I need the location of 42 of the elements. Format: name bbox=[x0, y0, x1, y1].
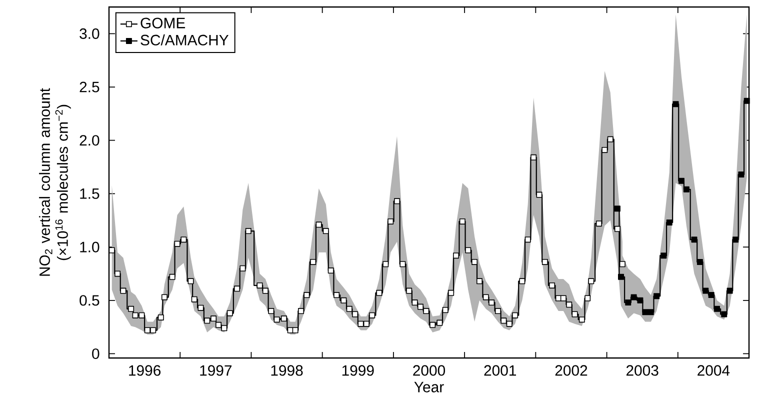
point bbox=[714, 306, 720, 312]
legend-label: GOME bbox=[140, 18, 186, 28]
point bbox=[642, 309, 648, 316]
point bbox=[654, 293, 660, 300]
x-tick-label: 1998 bbox=[271, 365, 303, 376]
point bbox=[691, 236, 698, 243]
x-tick-label: 1996 bbox=[129, 365, 161, 376]
point bbox=[648, 309, 654, 316]
y-tick-label: 0.5 bbox=[80, 295, 100, 306]
y-tick-label: 3.0 bbox=[80, 28, 100, 39]
y-tick-label: 2.5 bbox=[80, 82, 100, 92]
point bbox=[696, 258, 703, 265]
point bbox=[614, 206, 620, 212]
point bbox=[702, 288, 709, 294]
point bbox=[721, 311, 728, 318]
y-tick-label: 1.5 bbox=[80, 188, 100, 199]
point bbox=[683, 186, 690, 192]
x-tick-label: 2004 bbox=[698, 365, 730, 376]
point bbox=[666, 220, 672, 226]
point bbox=[726, 288, 733, 294]
point bbox=[660, 252, 667, 259]
point bbox=[744, 98, 750, 104]
y-tick-label: 0 bbox=[92, 348, 100, 360]
x-tick-label: 2001 bbox=[484, 365, 516, 376]
y-tick-label: 2.0 bbox=[80, 135, 100, 146]
point bbox=[630, 294, 637, 300]
point bbox=[672, 101, 679, 108]
x-axis-title: Year bbox=[414, 382, 444, 392]
point bbox=[625, 300, 632, 306]
x-tick-label: 2002 bbox=[555, 365, 588, 376]
legend-label: SC/AMACHY bbox=[140, 34, 229, 46]
x-tick-label: 2000 bbox=[413, 365, 446, 376]
x-tick-label: 2003 bbox=[626, 365, 658, 376]
point bbox=[732, 236, 738, 243]
point bbox=[708, 292, 714, 298]
x-tick-label: 1999 bbox=[342, 365, 374, 376]
point bbox=[678, 178, 684, 184]
y-tick-label: 1.0 bbox=[80, 242, 100, 252]
point bbox=[738, 172, 744, 178]
x-tick-label: 1997 bbox=[200, 365, 232, 376]
point bbox=[618, 274, 624, 280]
point bbox=[637, 297, 644, 304]
